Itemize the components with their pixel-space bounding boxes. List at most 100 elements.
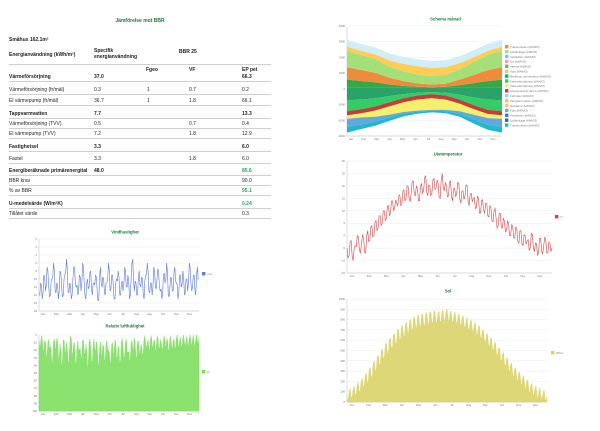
x-tick-label: Aug <box>134 312 139 316</box>
loss-band <box>347 98 502 119</box>
y-tick-label: -2000 <box>338 118 346 122</box>
x-tick-label: Jun <box>107 312 112 316</box>
row-divider <box>9 118 271 119</box>
x-tick-label: Sep <box>486 274 491 278</box>
chart-title: Schema månad <box>430 17 461 22</box>
row-ep: 85.6 <box>242 168 252 174</box>
legend-monthly-item-swatch <box>505 98 509 103</box>
x-tick-label: May <box>94 412 100 416</box>
y-tick-label: 800 <box>340 318 345 322</box>
col-specific: Specifik energianvändning <box>94 48 138 60</box>
y-tick-label: 30 <box>34 356 38 360</box>
y-tick-label: 70 <box>34 386 38 390</box>
x-tick-label: Dec <box>533 403 539 407</box>
chart-title: Sol <box>445 289 452 294</box>
row-label: El värmepump (fr/mäl) <box>9 98 59 104</box>
y-tick-label: 10 <box>34 277 38 281</box>
y-tick-label: 700 <box>340 328 345 332</box>
x-tick-label: Sep <box>483 403 488 407</box>
x-tick-label: Aug <box>439 137 444 141</box>
x-tick-label: Sep <box>452 137 457 141</box>
gain-band <box>347 50 502 85</box>
row-label: Fastighetsel <box>9 144 39 150</box>
row-label: Tillåtet värde <box>9 211 38 217</box>
x-tick-label: Dec <box>490 137 496 141</box>
y-tick-label: 80 <box>34 394 38 398</box>
series-line <box>346 173 553 261</box>
row-ep: 0.3 <box>242 211 249 217</box>
series-line <box>39 258 199 302</box>
x-tick-label: Jun <box>435 274 440 278</box>
legend-monthly-item: Solvärme (kWh/D) <box>510 104 535 108</box>
legend-monthly-item: Sol (kWh/D) <box>510 60 526 64</box>
legend-monthly-item: Värmeförsörjning (kWh/D) <box>510 84 545 88</box>
y-tick-label: 6 <box>35 261 37 265</box>
row-label: Värmeförsörjning (fr/mäl) <box>9 87 65 93</box>
table-row: Fastighetsel 3.3 6.0 <box>9 144 271 152</box>
row-fgeo: 1 <box>147 87 150 93</box>
area-text: Småhus 162.1m² <box>9 37 49 43</box>
x-tick-label: Aug <box>469 274 474 278</box>
y-tick-label: 100 <box>32 409 37 413</box>
y-tick-label: 50 <box>34 371 38 375</box>
x-tick-label: Mar <box>383 403 388 407</box>
row-spec: 48.0 <box>94 168 104 174</box>
row-spec: 0.3 <box>94 87 101 93</box>
legend-monthly-item: Ventilation (kWh/D) <box>510 55 536 59</box>
y-tick-label: 100 <box>340 390 345 394</box>
legend-monthly-item: Kyla (kWh/D) <box>510 70 528 74</box>
x-tick-label: Apr <box>81 312 85 316</box>
row-label: Värmeförsörjning <box>9 74 51 80</box>
x-tick-label: Mar <box>374 137 379 141</box>
row-spec: 3.3 <box>94 144 101 150</box>
y-tick-label: 0 <box>35 237 37 241</box>
x-tick-label: May <box>94 312 100 316</box>
row-spec: 7.7 <box>94 111 101 117</box>
y-tick-label: 40 <box>34 363 38 367</box>
x-tick-label: Aug <box>134 412 139 416</box>
chart-title: Utetemperatur <box>434 152 463 157</box>
y-tick-label: 500 <box>340 349 345 353</box>
table-row: El värmepump (TVV) 7.2 1.8 12.9 <box>9 131 271 139</box>
row-vf: 1.8 <box>189 98 196 104</box>
x-tick-label: Aug <box>466 403 471 407</box>
row-ep: 95.1 <box>242 188 252 194</box>
legend-monthly-item: Tappvarmvatten (kWh/D) <box>510 99 543 103</box>
y-tick-label: 1000 <box>339 297 346 301</box>
table-row: Värmeförsörjning 37.0 66.3 <box>9 74 271 82</box>
table-row: El värmepump (fr/mäl) 36.7 1 1.8 66.1 <box>9 98 271 106</box>
legend-wind: m/s <box>207 272 212 276</box>
y-tick-label: 14 <box>34 293 38 297</box>
legend-monthly-item-swatch <box>505 54 509 59</box>
row-spec: 0.5 <box>94 121 101 127</box>
legend-monthly-item-swatch <box>505 69 509 73</box>
row-label: Tappvarmvatten <box>9 111 48 117</box>
row-fgeo: 1 <box>147 98 150 104</box>
legend-monthly-item-swatch <box>505 45 509 49</box>
y-tick-label: 400 <box>340 359 345 363</box>
y-tick-label: 0 <box>343 400 345 404</box>
y-tick-label: 200 <box>340 379 345 383</box>
row-ep: 13.3 <box>242 111 252 117</box>
x-tick-label: Oct <box>465 137 470 141</box>
x-tick-label: May <box>416 403 422 407</box>
series-area <box>346 308 548 403</box>
legend-monthly-item-swatch <box>505 79 509 83</box>
legend-temp-swatch <box>555 215 559 219</box>
y-tick-label: 12 <box>34 285 38 289</box>
row-divider <box>9 138 271 139</box>
y-tick-label: 300 <box>340 369 345 373</box>
x-tick-label: Jul <box>453 274 457 278</box>
y-tick-label: 10 <box>34 341 38 345</box>
outdoor-temp-chart: Utetemperatur 30 25 20 15 10 5 0 -5 -10 -15 Jan Feb M… <box>341 152 563 279</box>
legend-monthly-item: Transmission (kWh/D) <box>510 123 540 127</box>
col-bbr: BBR 25 <box>179 49 197 55</box>
x-tick-label: May <box>400 137 406 141</box>
legend-monthly-item: Beräknat värmebehov (kWh/D) <box>510 74 551 78</box>
row-ep: 0.4 <box>242 121 249 127</box>
row-vf: 0.7 <box>189 121 196 127</box>
y-tick-label: 3000 <box>339 40 346 44</box>
table-subheader: Fgeo VF EP pet <box>9 67 271 75</box>
row-divider <box>9 195 271 196</box>
